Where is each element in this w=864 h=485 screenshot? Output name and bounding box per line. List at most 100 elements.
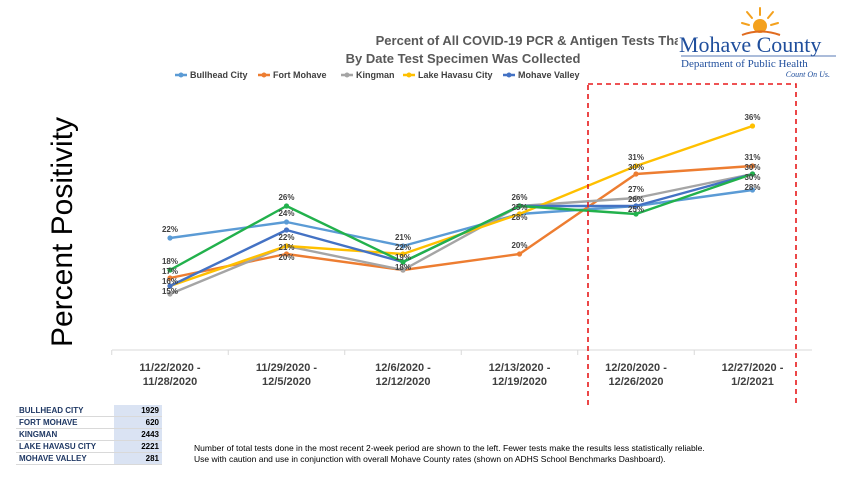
city-name: KINGMAN <box>16 428 114 441</box>
highlight-box <box>587 83 797 405</box>
point-mohave-valley-4 <box>633 203 639 209</box>
x-tick-0: 11/22/2020 - 11/28/2020 <box>111 350 201 388</box>
x-tick-label: 1/2/2021 <box>731 376 774 388</box>
point-series-5-1 <box>283 203 290 209</box>
data-label-lake-havasu-city-3: 28% <box>511 213 527 222</box>
data-label-lake-havasu-city-2: 22% <box>395 243 411 252</box>
legend-marker <box>406 72 412 78</box>
data-labels: 22%24%21%28%17%20%18%20%30%31%15%22%27%2… <box>162 113 761 296</box>
x-tick-label: 12/13/2020 - <box>489 362 551 374</box>
data-label-mohave-valley-4: 26% <box>628 195 644 204</box>
logo-name: Mohave County <box>679 32 821 57</box>
chart-title: Percent of All COVID-19 PCR & Antigen Te… <box>376 33 775 48</box>
data-label-series-5-3: 25% <box>511 203 527 212</box>
point-bullhead-city-5 <box>749 187 756 193</box>
tests-row-bullhead-city: BULLHEAD CITY 1929 <box>16 405 162 417</box>
data-label-series-5-1: 26% <box>278 193 294 202</box>
legend-item-lake-havasu-city: Lake Havasu City <box>403 70 493 80</box>
point-fort-mohave-5 <box>749 163 756 169</box>
y-axis-label: Percent Positivity <box>46 117 79 347</box>
series-line-fort-mohave <box>169 164 753 280</box>
point-lake-havasu-city-4 <box>633 163 639 169</box>
x-tick-label: 12/20/2020 - <box>605 362 667 374</box>
point-fort-mohave-4 <box>633 171 639 177</box>
point-kingman-2 <box>400 267 406 273</box>
legend-marker <box>344 72 350 78</box>
data-label-fort-mohave-5: 31% <box>744 153 760 162</box>
series-line-bullhead-city <box>169 188 753 248</box>
x-tick-4: 12/20/2020 - 12/26/2020 <box>577 350 667 388</box>
tests-table: BULLHEAD CITY 1929 FORT MOHAVE 620 KINGMAN 24… <box>16 405 162 465</box>
point-mohave-valley-0 <box>167 283 173 289</box>
data-label-mohave-valley-3: 26% <box>511 193 527 202</box>
point-lake-havasu-city-5 <box>749 123 756 129</box>
data-label-fort-mohave-2: 18% <box>395 263 411 272</box>
test-count: 2221 <box>114 440 162 453</box>
point-fort-mohave-3 <box>516 251 523 257</box>
point-lake-havasu-city-2 <box>400 251 406 257</box>
mohave-county-logo: Mohave County Department of Public Healt… <box>679 7 836 79</box>
city-name: FORT MOHAVE <box>16 416 114 429</box>
data-label-series-5-0: 18% <box>162 257 178 266</box>
note-line-2: Use with caution and use in conjunction … <box>194 454 666 464</box>
data-label-series-5-5: 30% <box>744 173 760 182</box>
legend-item-fort-mohave: Fort Mohave <box>258 70 327 80</box>
legend-marker <box>261 72 267 78</box>
data-label-lake-havasu-city-4: 31% <box>628 153 644 162</box>
chart-legend: Bullhead City Fort Mohave Kingman Lake Hava… <box>175 70 580 80</box>
legend-item-mohave-valley: Mohave Valley <box>503 70 580 80</box>
x-axis-ticks: 11/22/2020 - 11/28/2020 11/29/2020 - 12/5/2… <box>111 350 784 388</box>
x-tick-label: 12/12/2020 <box>375 376 430 388</box>
test-count: 281 <box>114 452 162 465</box>
data-label-fort-mohave-1: 20% <box>278 253 294 262</box>
legend-marker <box>178 72 184 78</box>
x-tick-label: 11/29/2020 - <box>256 362 318 374</box>
x-tick-label: 11/28/2020 <box>143 376 197 388</box>
x-tick-5: 12/27/2020 - 1/2/2021 <box>693 350 784 388</box>
legend-label: Bullhead City <box>190 70 248 80</box>
point-series-5-0 <box>167 267 173 273</box>
data-label-lake-havasu-city-5: 36% <box>744 113 760 122</box>
point-bullhead-city-0 <box>167 235 173 241</box>
data-label-kingman-1: 22% <box>278 233 294 242</box>
positivity-chart: Percent of All COVID-19 PCR & Antigen Te… <box>46 7 836 405</box>
series-lines <box>169 124 753 296</box>
x-tick-label: 12/5/2020 <box>262 376 311 388</box>
legend-label: Fort Mohave <box>273 70 327 80</box>
test-count: 2443 <box>114 428 162 441</box>
data-label-bullhead-city-0: 22% <box>162 225 178 234</box>
data-label-bullhead-city-1: 24% <box>278 209 294 218</box>
data-label-fort-mohave-3: 20% <box>511 241 527 250</box>
data-label-series-5-4: 25% <box>628 205 644 214</box>
data-label-bullhead-city-2: 21% <box>395 233 411 242</box>
chart-subtitle: By Date Test Specimen Was Collected <box>346 51 581 66</box>
tests-row-fort-mohave: FORT MOHAVE 620 <box>16 416 162 429</box>
legend-label: Mohave Valley <box>518 70 580 80</box>
data-label-lake-havasu-city-1: 21% <box>278 243 294 252</box>
legend-marker <box>506 72 512 78</box>
legend-item-bullhead-city: Bullhead City <box>175 70 248 80</box>
logo-tagline: Count On Us. <box>786 70 830 79</box>
data-label-fort-mohave-4: 30% <box>628 163 644 172</box>
point-series-5-2 <box>400 259 406 265</box>
point-fort-mohave-1 <box>283 251 290 257</box>
x-tick-label: 12/26/2020 <box>608 376 663 388</box>
sun-icon <box>741 7 781 36</box>
point-series-5-4 <box>633 211 639 217</box>
note-line-1: Number of total tests done in the most r… <box>194 443 705 453</box>
point-bullhead-city-2 <box>400 243 406 249</box>
tests-row-mohave-valley: MOHAVE VALLEY 281 <box>16 452 162 465</box>
x-tick-label: 12/19/2020 <box>492 376 547 388</box>
point-lake-havasu-city-3 <box>516 211 523 217</box>
point-mohave-valley-1 <box>283 227 290 233</box>
tests-row-lake-havasu-city: LAKE HAVASU CITY 2221 <box>16 440 162 453</box>
test-count: 1929 <box>114 405 162 417</box>
data-label-fort-mohave-0: 17% <box>162 267 178 276</box>
test-count: 620 <box>114 416 162 429</box>
point-bullhead-city-1 <box>283 219 290 225</box>
x-tick-3: 12/13/2020 - 12/19/2020 <box>460 350 551 388</box>
reliability-note: Number of total tests done in the most r… <box>194 443 844 465</box>
logo-department: Department of Public Health <box>681 58 808 70</box>
data-label-kingman-0: 15% <box>162 287 178 296</box>
data-label-mohave-valley-0: 16% <box>162 277 178 286</box>
